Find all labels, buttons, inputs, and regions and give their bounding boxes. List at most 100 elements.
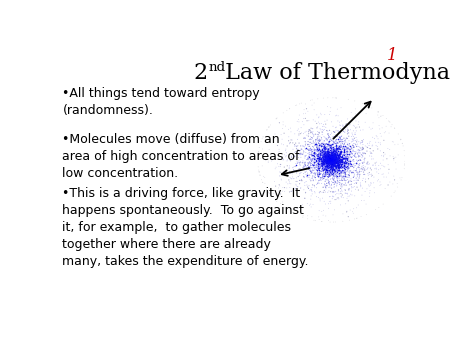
Point <box>327 157 334 163</box>
Point <box>392 166 400 172</box>
Point <box>332 163 339 168</box>
Point <box>309 174 316 180</box>
Point <box>306 161 314 166</box>
Point <box>328 157 335 163</box>
Point <box>342 155 349 160</box>
Point <box>323 150 330 156</box>
Point <box>331 160 338 166</box>
Point <box>329 170 336 175</box>
Point <box>279 126 286 131</box>
Point <box>323 167 330 173</box>
Point <box>346 152 353 158</box>
Point <box>341 139 348 145</box>
Point <box>317 154 324 160</box>
Point <box>318 164 325 169</box>
Point <box>323 164 330 169</box>
Point <box>376 126 383 132</box>
Point <box>327 171 334 177</box>
Point <box>328 159 336 165</box>
Point <box>344 149 351 154</box>
Point <box>280 204 287 210</box>
Point <box>314 153 321 159</box>
Point <box>324 158 331 163</box>
Point <box>324 104 331 109</box>
Point <box>331 157 338 163</box>
Point <box>333 159 341 165</box>
Point <box>338 134 345 139</box>
Point <box>329 152 337 158</box>
Point <box>323 166 330 172</box>
Point <box>332 158 339 164</box>
Point <box>327 157 334 162</box>
Point <box>328 182 335 188</box>
Point <box>354 151 361 156</box>
Point <box>315 138 322 143</box>
Point <box>312 170 319 175</box>
Point <box>320 208 327 213</box>
Point <box>280 130 288 136</box>
Point <box>344 153 351 159</box>
Point <box>337 202 344 208</box>
Point <box>338 148 345 154</box>
Point <box>330 155 338 160</box>
Point <box>308 159 315 164</box>
Point <box>290 197 297 202</box>
Point <box>365 182 372 188</box>
Point <box>305 148 312 153</box>
Point <box>332 154 339 159</box>
Point <box>343 159 350 165</box>
Point <box>345 198 352 203</box>
Point <box>319 155 326 160</box>
Point <box>328 158 335 163</box>
Point <box>332 163 339 168</box>
Point <box>335 129 342 135</box>
Point <box>333 191 341 196</box>
Point <box>306 137 313 142</box>
Point <box>297 150 305 156</box>
Point <box>336 174 343 179</box>
Point <box>331 155 338 161</box>
Point <box>304 184 311 190</box>
Point <box>324 154 332 160</box>
Point <box>328 163 335 168</box>
Point <box>333 158 340 164</box>
Point <box>329 151 336 157</box>
Point <box>355 144 362 149</box>
Point <box>332 158 339 163</box>
Point <box>322 166 329 171</box>
Point <box>323 154 330 160</box>
Point <box>270 135 277 140</box>
Point <box>320 159 328 164</box>
Point <box>327 158 334 163</box>
Point <box>331 159 338 164</box>
Point <box>303 118 310 123</box>
Point <box>340 168 347 173</box>
Point <box>390 157 397 163</box>
Point <box>333 134 340 139</box>
Point <box>340 170 347 176</box>
Point <box>318 144 325 149</box>
Point <box>346 173 353 178</box>
Point <box>306 140 314 145</box>
Point <box>341 166 348 171</box>
Point <box>324 156 331 162</box>
Point <box>309 152 316 158</box>
Point <box>324 161 332 167</box>
Point <box>328 151 336 156</box>
Point <box>331 159 338 164</box>
Point <box>367 150 374 156</box>
Point <box>328 160 335 165</box>
Point <box>333 145 340 150</box>
Point <box>344 168 351 173</box>
Point <box>332 163 339 168</box>
Point <box>301 196 308 201</box>
Point <box>286 169 293 174</box>
Point <box>383 156 391 162</box>
Point <box>321 158 328 163</box>
Point <box>314 156 321 162</box>
Point <box>328 158 335 163</box>
Point <box>331 154 338 159</box>
Point <box>325 155 332 161</box>
Point <box>297 147 304 153</box>
Point <box>327 168 334 173</box>
